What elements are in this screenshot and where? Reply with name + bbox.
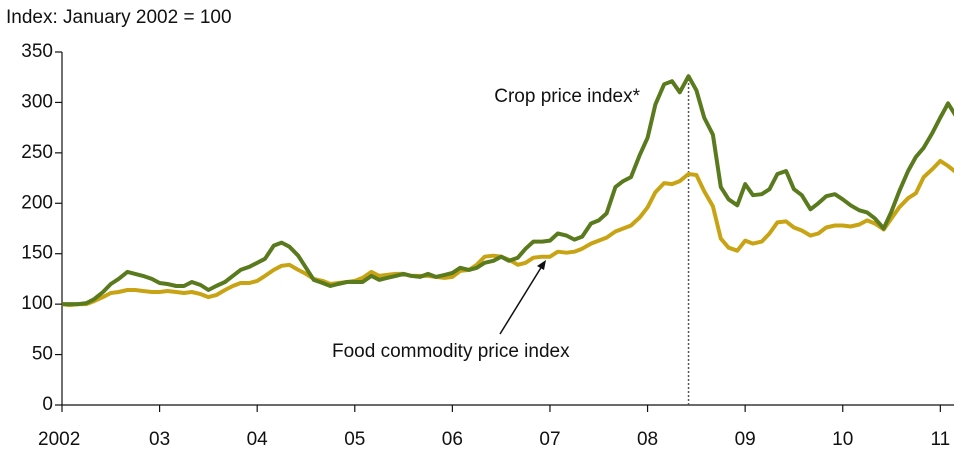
x-tick-label: 09: [735, 429, 756, 450]
x-tick-label: 06: [442, 429, 463, 450]
y-axis-label: Index: January 2002 = 100: [6, 7, 232, 28]
y-tick-label: 350: [21, 41, 53, 62]
x-tick-label: 08: [637, 429, 658, 450]
y-tick-label: 100: [21, 293, 53, 314]
x-tick-label: 2002: [38, 429, 80, 450]
x-tick-label: 07: [539, 429, 560, 450]
y-tick-label: 50: [32, 344, 53, 365]
y-tick-label: 200: [21, 192, 53, 213]
y-tick-label: 0: [42, 394, 53, 415]
y-tick-label: 300: [21, 91, 53, 112]
x-tick-label: 04: [247, 429, 269, 450]
arrow-head: [537, 260, 546, 270]
x-tick-label: 05: [344, 429, 365, 450]
x-tick-label: 10: [832, 429, 853, 450]
y-tick-label: 150: [21, 243, 53, 264]
arrow-line: [499, 265, 543, 335]
annotation: Food commodity price index: [332, 341, 570, 362]
y-tick-label: 250: [21, 142, 53, 163]
annotation: Crop price index*: [494, 86, 640, 107]
series-line: [62, 74, 954, 307]
x-tick-label: 03: [149, 429, 170, 450]
x-tick-label: 11: [930, 429, 950, 450]
